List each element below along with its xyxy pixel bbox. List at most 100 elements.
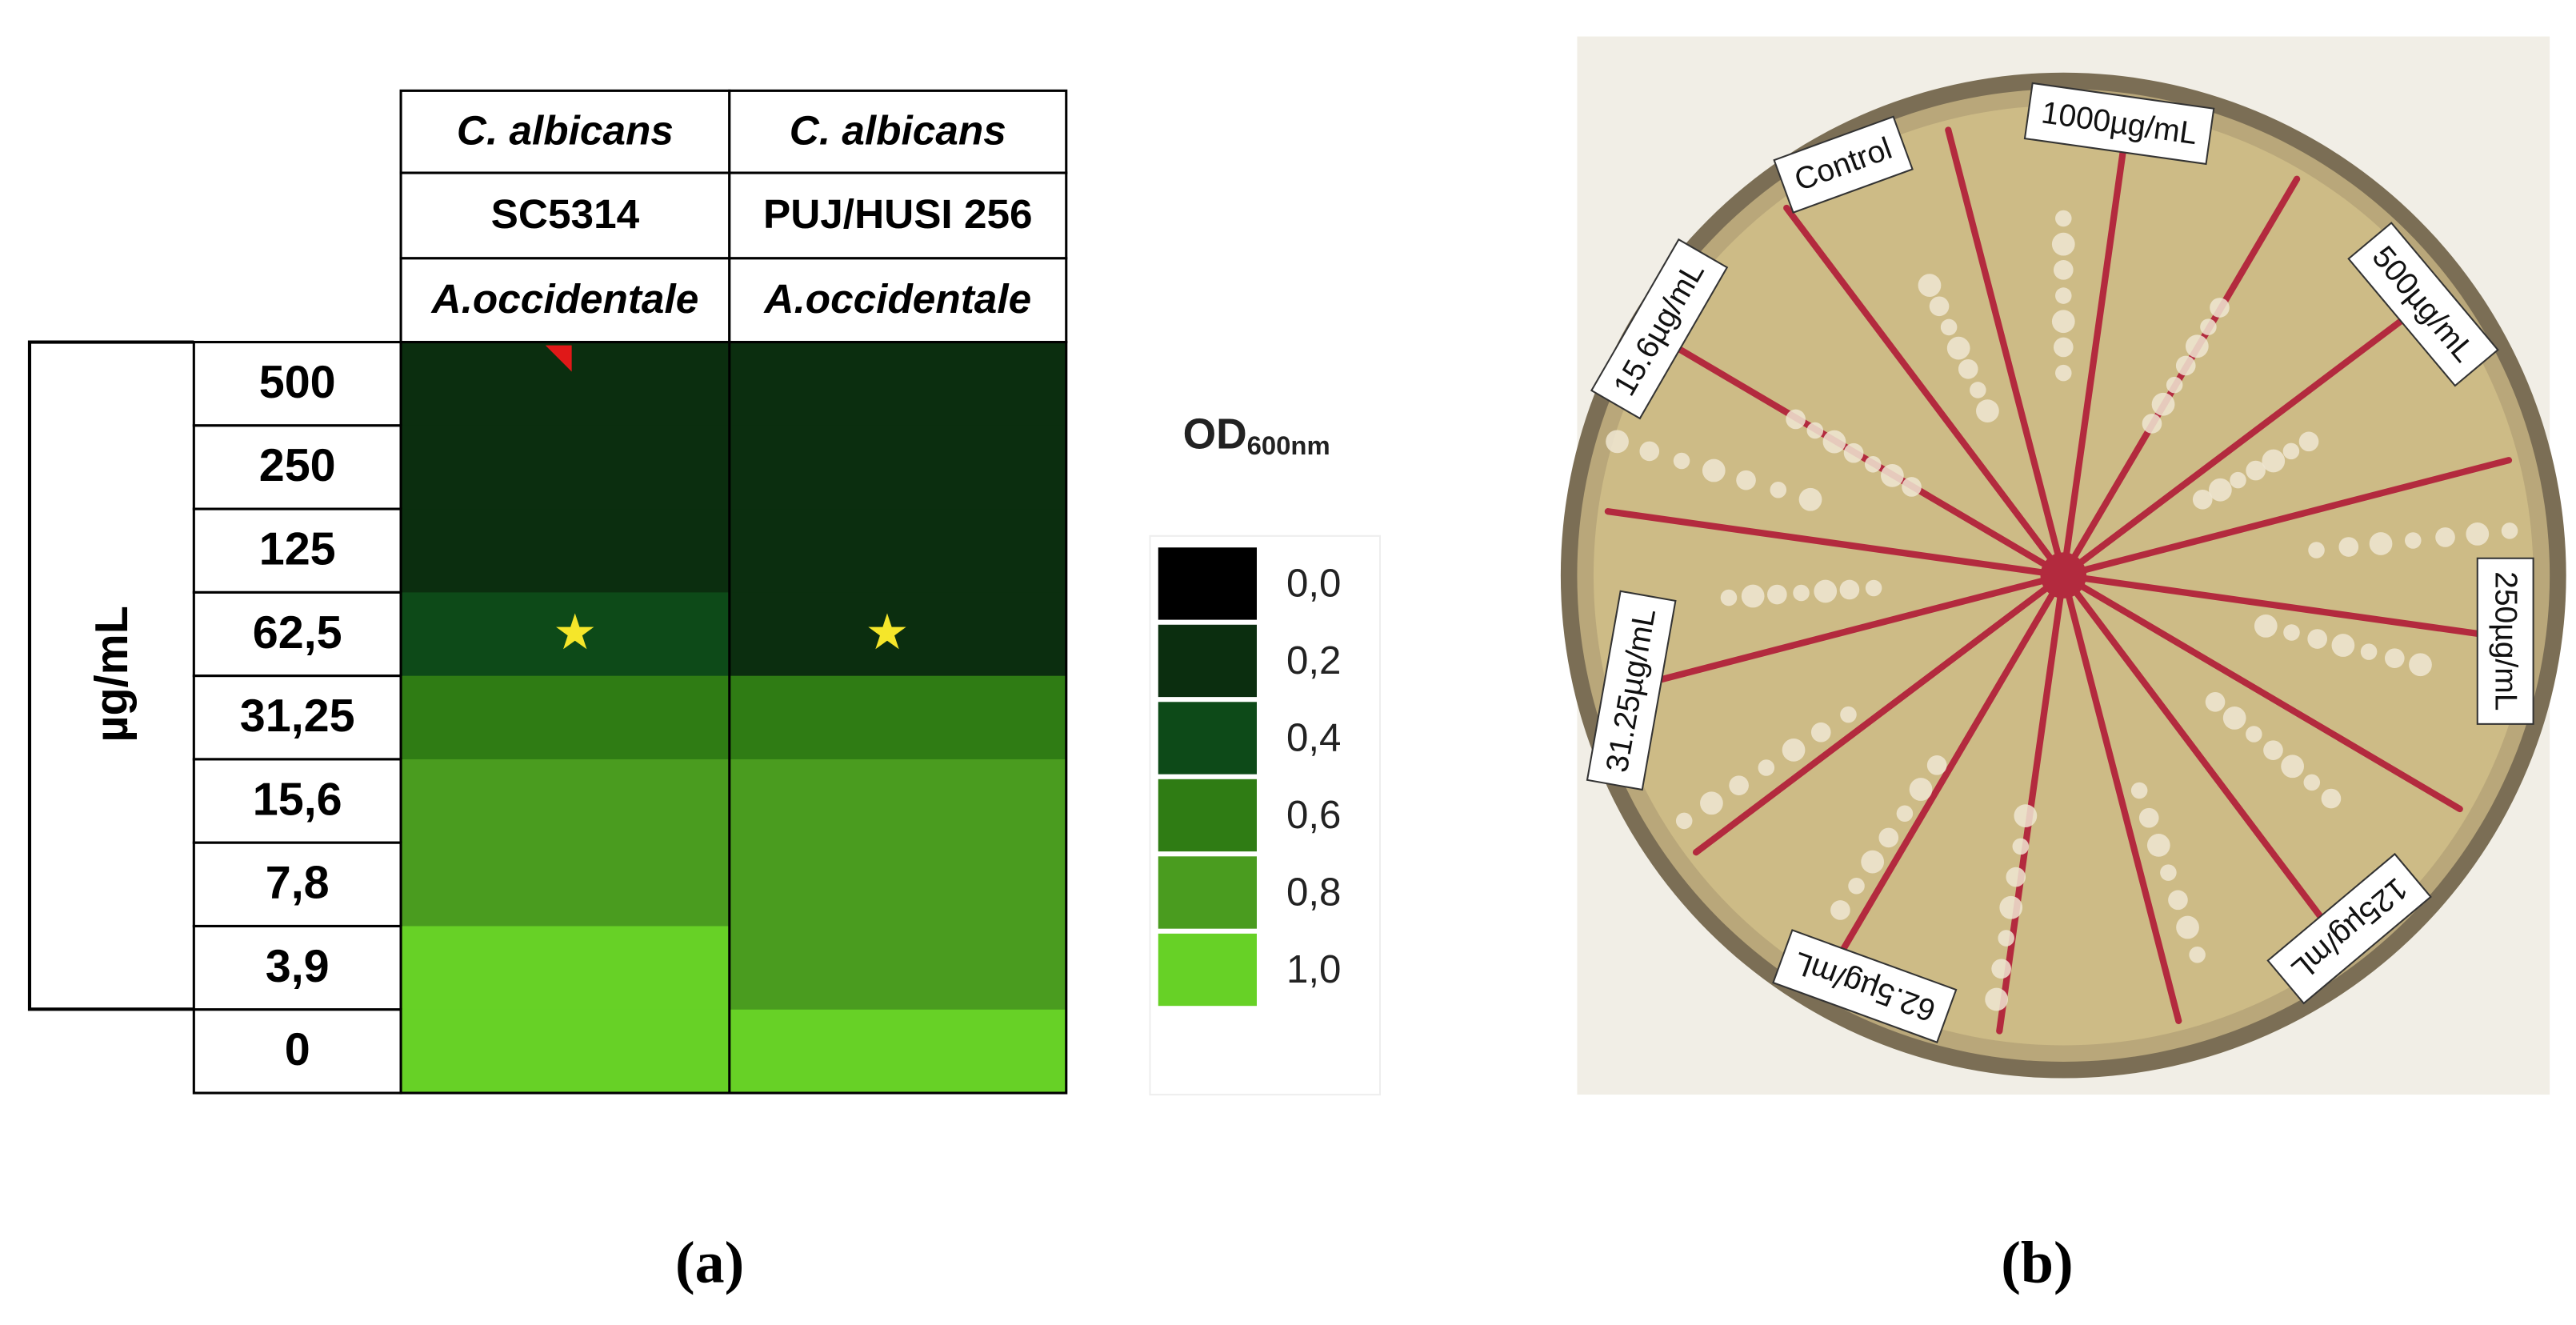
colony [1810, 722, 1831, 743]
center-spot [2040, 552, 2087, 598]
heat-cell [401, 759, 730, 844]
colony [2338, 537, 2359, 557]
colony [2246, 460, 2266, 481]
plate-label-group: 250µg/mL [2476, 557, 2534, 725]
heat-cell [729, 759, 1066, 844]
caption-a: (a) [675, 1230, 744, 1295]
header-cell [399, 89, 731, 174]
colony [1843, 442, 1864, 463]
caption-b: (b) [2001, 1230, 2073, 1295]
colony [2014, 804, 2038, 827]
colony [1729, 775, 1749, 795]
legend-title: OD600nm [1183, 411, 1330, 460]
colony [2283, 624, 2300, 641]
star-marker: ★ [865, 605, 909, 660]
colony [1878, 827, 1899, 848]
colony [1770, 481, 1787, 498]
colony [2262, 449, 2286, 473]
colony [2175, 355, 2196, 376]
colony [1976, 399, 1999, 422]
colony [1700, 791, 1723, 815]
colony [1782, 738, 1806, 762]
concentration-label: 500 [259, 357, 336, 408]
streak-divider [1604, 508, 2067, 579]
colony [1926, 755, 1947, 775]
header-cell [728, 89, 1068, 174]
colony [2254, 614, 2278, 638]
colony [2185, 334, 2209, 358]
colony [2168, 890, 2188, 911]
header-cell [728, 257, 1068, 344]
header-text: PUJ/HUSI 256 [763, 191, 1033, 237]
legend-title-main: OD [1183, 411, 1247, 458]
concentration-cell [192, 424, 402, 510]
streak-divider [2060, 572, 2522, 643]
heat-cell [401, 675, 730, 760]
colony [2189, 946, 2206, 963]
colony [1830, 900, 1850, 920]
colony [2409, 653, 2432, 677]
header-cell [399, 171, 731, 260]
concentration-label: 7,8 [266, 858, 330, 909]
plate-label-box [1773, 115, 1914, 214]
colony [1970, 382, 1986, 398]
legend-swatch [1158, 933, 1257, 1007]
colony [2053, 337, 2074, 358]
streak-divider [1945, 126, 2067, 579]
legend-label: 0,8 [1286, 871, 1342, 915]
colony [2307, 629, 2328, 649]
heat-cell [401, 425, 730, 510]
table-border [399, 341, 1068, 1095]
legend-label: 0,0 [1286, 562, 1342, 606]
colony [2053, 260, 2074, 280]
streak-divider [2060, 175, 2301, 579]
colony [1741, 584, 1765, 608]
colony [2055, 287, 2072, 304]
colony [2369, 532, 2393, 555]
heat-cell [729, 1009, 1066, 1095]
streak-divider [1783, 204, 2067, 579]
colony [1758, 759, 1775, 776]
colony [2246, 726, 2262, 743]
colony [1840, 706, 1857, 723]
colony [2331, 634, 2355, 657]
colony [1918, 274, 1942, 297]
colony [2160, 864, 2177, 881]
legend-title-sub: 600nm [1247, 430, 1330, 460]
header-text: C. albicans [790, 107, 1006, 153]
legend-swatch [1158, 547, 1257, 620]
concentration-cell [192, 1008, 402, 1095]
colony [2298, 431, 2319, 452]
colony [2055, 364, 2072, 382]
colony [1929, 296, 1950, 317]
heat-cell [729, 342, 1066, 426]
colony [1909, 778, 1933, 801]
concentration-cell [192, 507, 402, 594]
colony [1861, 850, 1885, 874]
legend-swatch [1158, 702, 1257, 775]
header-text: A.occidentale [430, 276, 699, 322]
plate-label-box [2023, 82, 2215, 166]
concentration-cell [192, 675, 402, 761]
colony [1736, 470, 1756, 490]
streak-divider [2060, 572, 2344, 947]
corner-mark [545, 345, 572, 372]
colony [1985, 987, 2008, 1011]
colony [1848, 878, 1865, 895]
colony [2210, 298, 2230, 318]
panel-a: C. albicans C. albicans SC5314 PUJ/HUSI 256… [27, 89, 1382, 1096]
colony [1991, 959, 2011, 979]
concentration-label: 15,6 [253, 774, 342, 825]
colony [2208, 478, 2232, 502]
streak-divider [2060, 457, 2513, 579]
heat-cell [729, 509, 1066, 594]
concentration-label: 250 [259, 440, 336, 491]
colony [2055, 210, 2072, 227]
colony [2222, 707, 2246, 730]
colony [1793, 584, 1810, 602]
concentration-label: 0 [285, 1024, 310, 1075]
colony [2006, 867, 2026, 887]
legend-label: 0,2 [1286, 638, 1342, 683]
colony [2151, 392, 2175, 416]
heat-cell [729, 592, 1066, 677]
